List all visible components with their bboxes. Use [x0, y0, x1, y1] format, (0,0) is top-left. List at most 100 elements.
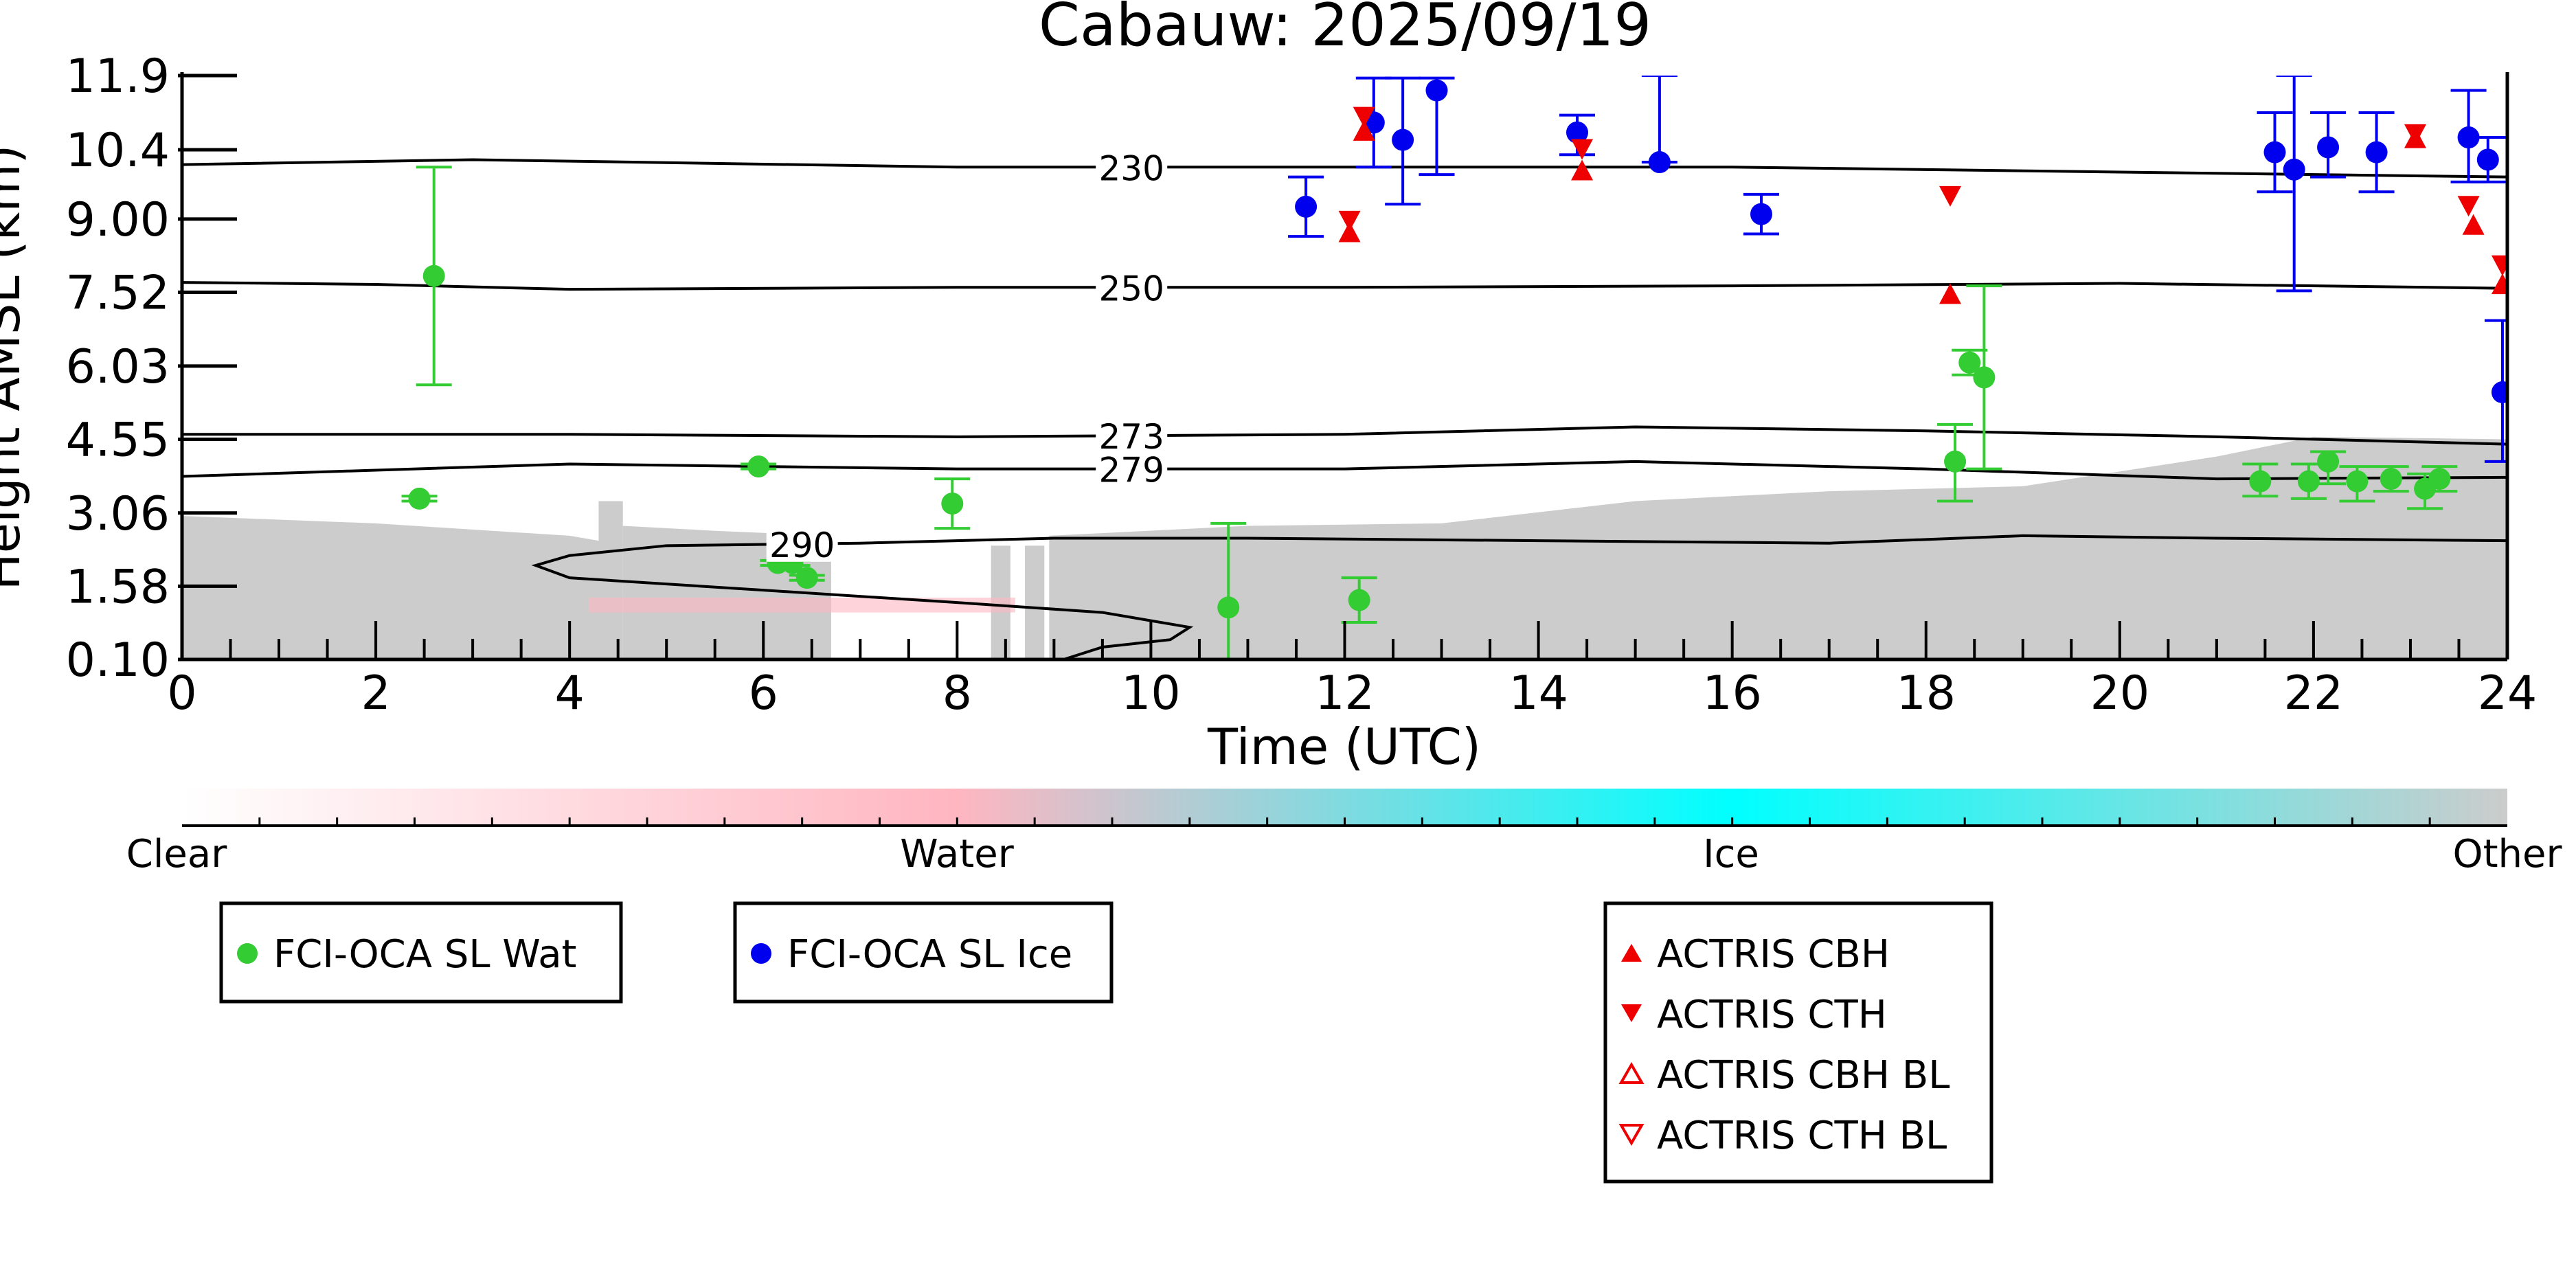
x-tick-label: 0	[167, 666, 196, 721]
x-tick-label: 2	[361, 666, 390, 721]
marker-circle-ice	[1392, 128, 1414, 151]
legend-marker-triangle-up	[1621, 944, 1642, 962]
legend-marker-triangle-down	[1621, 1004, 1642, 1022]
legend-label: ACTRIS CBH	[1657, 932, 1890, 977]
y-tick-label: 9.00	[66, 193, 170, 247]
contour-line-230	[182, 158, 2507, 179]
marker-circle-ice	[1648, 151, 1671, 174]
marker-circle-ice	[1750, 203, 1772, 225]
marker-circle-water	[422, 264, 445, 287]
colorbar-ticks	[258, 817, 2431, 826]
marker-triangle-down	[2404, 124, 2427, 145]
x-tick-label: 14	[1509, 666, 1568, 721]
contour-label-230: 230	[1098, 148, 1164, 188]
x-tick-label: 24	[2478, 666, 2538, 721]
contour-label-279: 279	[1098, 451, 1164, 490]
contour-line-290	[531, 534, 2507, 659]
colorbar: Clear Water Ice Other	[126, 789, 2562, 877]
y-tick-label: 10.4	[66, 124, 170, 178]
y-tick-label: 0.10	[66, 633, 170, 688]
marker-triangle-down	[1338, 210, 1361, 231]
contour-label-bg	[766, 526, 838, 562]
y-tick-label: 4.55	[66, 413, 170, 467]
marker-circle-water	[1217, 596, 1240, 619]
contour-label-290: 290	[769, 526, 835, 565]
x-tick-label: 20	[2090, 666, 2150, 721]
marker-circle-water	[2428, 468, 2451, 490]
marker-circle-water	[2317, 450, 2340, 473]
colorbar-label-other: Other	[2452, 832, 2562, 877]
contour-line-279	[182, 460, 2507, 481]
colorbar-label-water: Water	[900, 832, 1015, 877]
legend-label: ACTRIS CTH BL	[1657, 1114, 1947, 1158]
marker-triangle-up	[2462, 214, 2485, 235]
legend-box	[219, 901, 623, 1004]
y-tick-label: 7.52	[66, 267, 170, 321]
marker-triangle-down	[2457, 196, 2480, 217]
contour-label-bg	[1096, 451, 1168, 487]
contour-label-bg	[1096, 149, 1168, 185]
marker-triangle-down	[1939, 185, 1962, 207]
legend-marker-triangle-up-open	[1618, 1061, 1645, 1084]
x-tick-label: 18	[1896, 666, 1956, 721]
marker-circle-ice	[2365, 141, 2388, 163]
legend-ice: FCI-OCA SL Ice	[733, 901, 1114, 1004]
marker-circle-water	[1958, 351, 1981, 374]
axes: 0 2 4 6 8 10 12 14 16 18 20 22 240.101.583.064.556.0…	[66, 49, 2538, 721]
x-tick-label: 12	[1315, 666, 1375, 721]
cloud-mask-background	[182, 436, 2507, 659]
contour-line-273	[182, 425, 2507, 446]
marker-triangle-up	[1939, 283, 1962, 304]
marker-circle-water	[795, 567, 818, 589]
marker-circle-ice	[2476, 148, 2499, 171]
marker-circle-ice	[2457, 126, 2480, 149]
other-class-region	[182, 516, 599, 659]
legend-marker-triangle-down-open	[1618, 1124, 1645, 1146]
marker-circle-water	[1348, 589, 1370, 611]
x-tick-label: 4	[555, 666, 585, 721]
marker-circle-ice	[1295, 195, 1318, 218]
contour-label-250: 250	[1098, 269, 1164, 308]
y-tick-label: 6.03	[66, 340, 170, 394]
marker-triangle-down	[1571, 139, 1594, 160]
legend-marker-circle-blue	[751, 943, 771, 964]
marker-circle-ice	[1425, 79, 1448, 102]
x-tick-label: 8	[942, 666, 972, 721]
marker-circle-ice	[1566, 121, 1588, 144]
marker-triangle-up	[1338, 221, 1361, 242]
legend-label: ACTRIS CTH	[1657, 993, 1887, 1037]
y-tick-label: 3.06	[66, 487, 170, 541]
contour-label-bg	[1096, 418, 1168, 454]
water-class-region	[589, 597, 1015, 613]
legend-actris: ACTRIS CBH ACTRIS CTH ACTRIS CBH BL ACTR…	[1603, 901, 1993, 1184]
colorbar-label-ice: Ice	[1703, 832, 1759, 877]
marker-triangle-up	[1353, 120, 1375, 141]
marker-circle-water	[1973, 366, 1996, 389]
other-class-region	[1025, 545, 1045, 659]
marker-circle-water	[2249, 470, 2272, 493]
x-axis-label: Time (UTC)	[1207, 718, 1481, 776]
marker-circle-ice	[2317, 136, 2340, 159]
marker-circle-water	[747, 455, 770, 478]
x-tick-label: 6	[749, 666, 778, 721]
marker-circle-ice	[2491, 381, 2507, 404]
chart-title: Cabauw: 2025/09/19	[1039, 0, 1651, 60]
marker-circle-ice	[2263, 141, 2286, 163]
other-class-region	[1049, 436, 2507, 659]
marker-circle-water	[1944, 450, 1967, 473]
plot-area	[182, 76, 2507, 659]
y-tick-label: 11.9	[66, 49, 170, 104]
legend-label: ACTRIS CBH BL	[1657, 1053, 1950, 1098]
legend-water: FCI-OCA SL Wat	[219, 901, 623, 1004]
marker-circle-water	[2346, 470, 2369, 493]
marker-triangle-up	[1571, 159, 1594, 181]
legend-box	[1603, 901, 1993, 1184]
colorbar-label-clear: Clear	[126, 832, 227, 877]
legend-label: FCI-OCA SL Wat	[273, 932, 577, 977]
y-tick-label: 1.58	[66, 560, 170, 614]
legend-box	[733, 901, 1114, 1004]
marker-circle-water	[2380, 468, 2402, 490]
marker-circle-ice	[2283, 158, 2305, 181]
